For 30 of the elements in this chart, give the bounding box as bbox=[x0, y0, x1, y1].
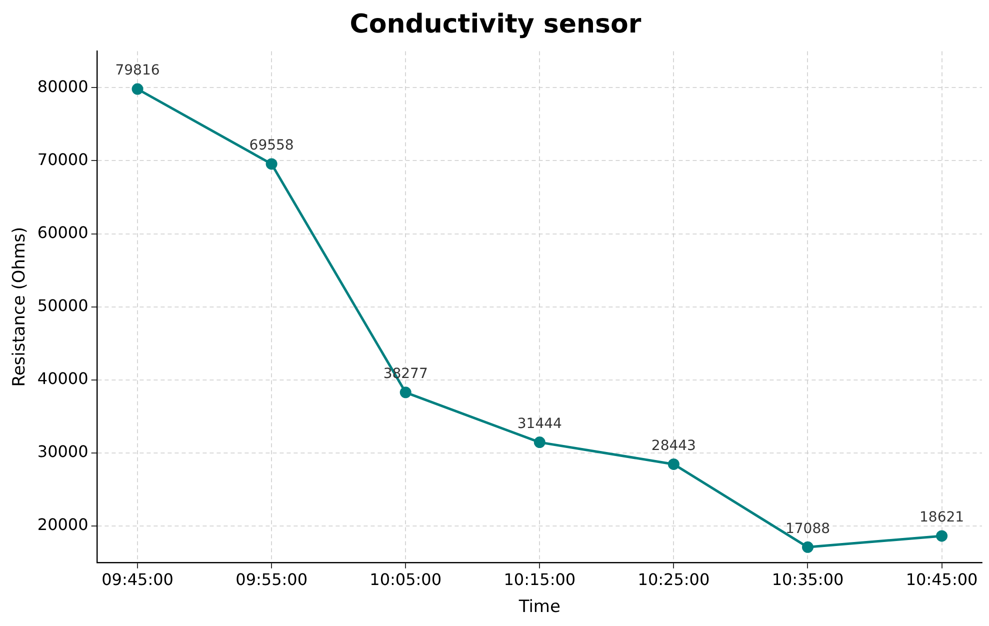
point bbox=[802, 541, 814, 553]
x-tick-label: 09:45:00 bbox=[102, 570, 174, 590]
point bbox=[132, 83, 144, 95]
point bbox=[534, 436, 546, 448]
data-label: 79816 bbox=[115, 62, 160, 79]
x-tick-label: 10:15:00 bbox=[504, 570, 576, 590]
y-tick-label: 30000 bbox=[37, 442, 88, 462]
y-tick-label: 70000 bbox=[37, 150, 88, 169]
data-label: 69558 bbox=[249, 138, 294, 154]
x-tick-label: 10:45:00 bbox=[906, 570, 978, 590]
point bbox=[400, 386, 412, 398]
point bbox=[936, 530, 948, 542]
point bbox=[266, 158, 278, 170]
chart-title: Conductivity sensor bbox=[350, 9, 642, 40]
x-tick-label: 10:05:00 bbox=[370, 570, 442, 590]
y-tick-label: 40000 bbox=[37, 368, 88, 388]
y-axis-title: Resistance (Ohms) bbox=[10, 226, 30, 387]
data-label: 18621 bbox=[920, 510, 964, 526]
x-tick-label: 10:35:00 bbox=[772, 570, 844, 590]
x-tick-label: 09:55:00 bbox=[236, 570, 308, 590]
y-tick-label: 60000 bbox=[37, 222, 88, 242]
data-label: 28443 bbox=[651, 438, 696, 454]
x-axis-title: Time bbox=[518, 597, 560, 618]
data-label: 31444 bbox=[517, 416, 562, 432]
data-label: 17088 bbox=[785, 520, 830, 537]
y-tick-label: 50000 bbox=[37, 296, 88, 315]
y-tick-label: 80000 bbox=[37, 76, 88, 96]
x-tick-label: 10:25:00 bbox=[638, 570, 710, 590]
point bbox=[668, 458, 680, 470]
y-tick-label: 20000 bbox=[37, 515, 88, 534]
